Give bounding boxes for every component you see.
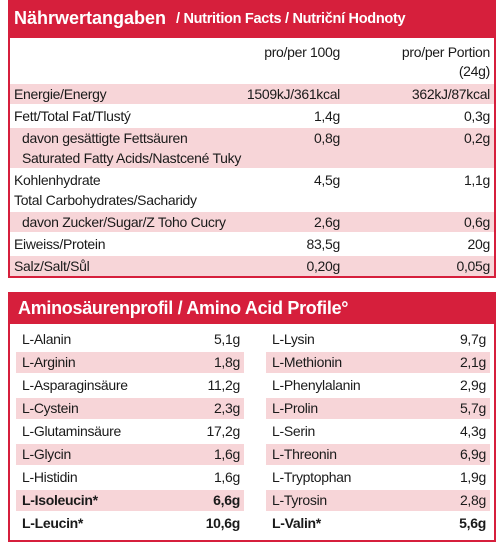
row-background <box>10 128 494 168</box>
amino-value: 11,2g <box>207 377 241 393</box>
row-label: Kohlenhydrate <box>14 172 101 188</box>
value-portion: 362kJ/87kcal <box>411 86 490 102</box>
column-header: pro/per 100g <box>264 44 340 60</box>
row-label: Energie/Energy <box>14 86 107 102</box>
amino-name: L-Cystein <box>22 400 79 416</box>
value-100g: 1,4g <box>313 108 340 124</box>
cell-background <box>16 444 244 465</box>
row-background <box>10 84 494 104</box>
amino-value: 5,6g <box>459 515 486 531</box>
value-portion: 0,2g <box>463 130 490 146</box>
amino-name: L-Glutaminsäure <box>22 423 121 439</box>
amino-name: L-Histidin <box>22 469 78 485</box>
amino-value: 17,2g <box>206 423 240 439</box>
cell-background <box>266 490 490 511</box>
row-label: Total Carbohydrates/Sacharidy <box>14 192 197 208</box>
amino-value: 9,7g <box>459 331 486 347</box>
nutrition-table <box>8 0 496 278</box>
amino-value: 2,9g <box>459 377 486 393</box>
amino-name: L-Glycin <box>22 446 71 462</box>
amino-name: L-Alanin <box>22 331 71 347</box>
value-100g: 0,20g <box>306 258 340 274</box>
amino-value: 1,6g <box>213 469 240 485</box>
row-label: davon Zucker/Sugar/Z Toho Cucry <box>22 214 226 230</box>
title: Aminosäurenprofil / Amino Acid Profile° <box>18 298 349 318</box>
amino-value: 6,9g <box>459 446 486 462</box>
amino-name: L-Asparaginsäure <box>22 377 128 393</box>
value-portion: 1,1g <box>463 172 490 188</box>
amino-name: L-Lysin <box>272 331 315 347</box>
row-background <box>10 256 494 276</box>
amino-value: 5,7g <box>459 400 486 416</box>
row-label: Salz/Salt/Sůl <box>14 258 90 274</box>
amino-value: 4,3g <box>459 423 486 439</box>
title: Nährwertangaben <box>14 8 167 28</box>
amino-header: Aminosäurenprofil / Amino Acid Profile° <box>8 292 496 324</box>
amino-name: L-Phenylalanin <box>272 377 361 393</box>
row-label: Saturated Fatty Acids/Nastcené Tuky <box>22 150 242 166</box>
amino-name: L-Tryptophan <box>272 469 352 485</box>
cell-background <box>266 398 490 419</box>
value-portion: 0,6g <box>463 214 490 230</box>
cell-background <box>16 352 244 373</box>
amino-value: 2,8g <box>459 492 486 508</box>
amino-value: 1,6g <box>213 446 240 462</box>
row-background <box>10 212 494 232</box>
cell-background <box>266 352 490 373</box>
column-header: pro/per Portion <box>401 44 490 60</box>
amino-name: L-Serin <box>272 423 316 439</box>
amino-value: 5,1g <box>213 331 240 347</box>
nutrition-header: Nährwertangaben / Nutrition Facts / Nutr… <box>8 0 496 38</box>
value-portion: 20g <box>467 236 491 252</box>
row-label: davon gesättigte Fettsäuren <box>22 130 188 146</box>
cell-background <box>16 398 244 419</box>
amino-name: L-Prolin <box>272 400 318 416</box>
cell-background <box>266 444 490 465</box>
amino-value: 1,9g <box>459 469 486 485</box>
amino-value: 1,8g <box>213 354 240 370</box>
amino-name: L-Isoleucin* <box>22 492 98 508</box>
value-100g: 4,5g <box>313 172 340 188</box>
amino-value: 10,6g <box>205 515 241 531</box>
amino-table <box>8 292 496 542</box>
value-100g: 1509kJ/361kcal <box>246 86 340 102</box>
amino-name: L-Methionin <box>272 354 342 370</box>
value-100g: 2,6g <box>313 214 340 230</box>
row-label: Fett/Total Fat/Tlustý <box>14 108 131 124</box>
amino-name: L-Arginin <box>22 354 76 370</box>
cell-background <box>16 490 244 511</box>
amino-name: L-Threonin <box>272 446 337 462</box>
amino-value: 2,1g <box>459 354 486 370</box>
row-label: Eiweiss/Protein <box>14 236 106 252</box>
title: / Nutrition Facts / Nutriční Hodnoty <box>176 11 406 27</box>
amino-name: L-Leucin* <box>22 515 84 531</box>
amino-value: 6,6g <box>213 492 240 508</box>
amino-name: L-Tyrosin <box>272 492 327 508</box>
value-100g: 0,8g <box>313 130 340 146</box>
column-header: (24g) <box>458 63 490 79</box>
value-100g: 83,5g <box>306 236 340 252</box>
value-portion: 0,3g <box>463 108 490 124</box>
amino-name: L-Valin* <box>272 515 321 531</box>
amino-value: 2,3g <box>213 400 240 416</box>
value-portion: 0,05g <box>456 258 490 274</box>
